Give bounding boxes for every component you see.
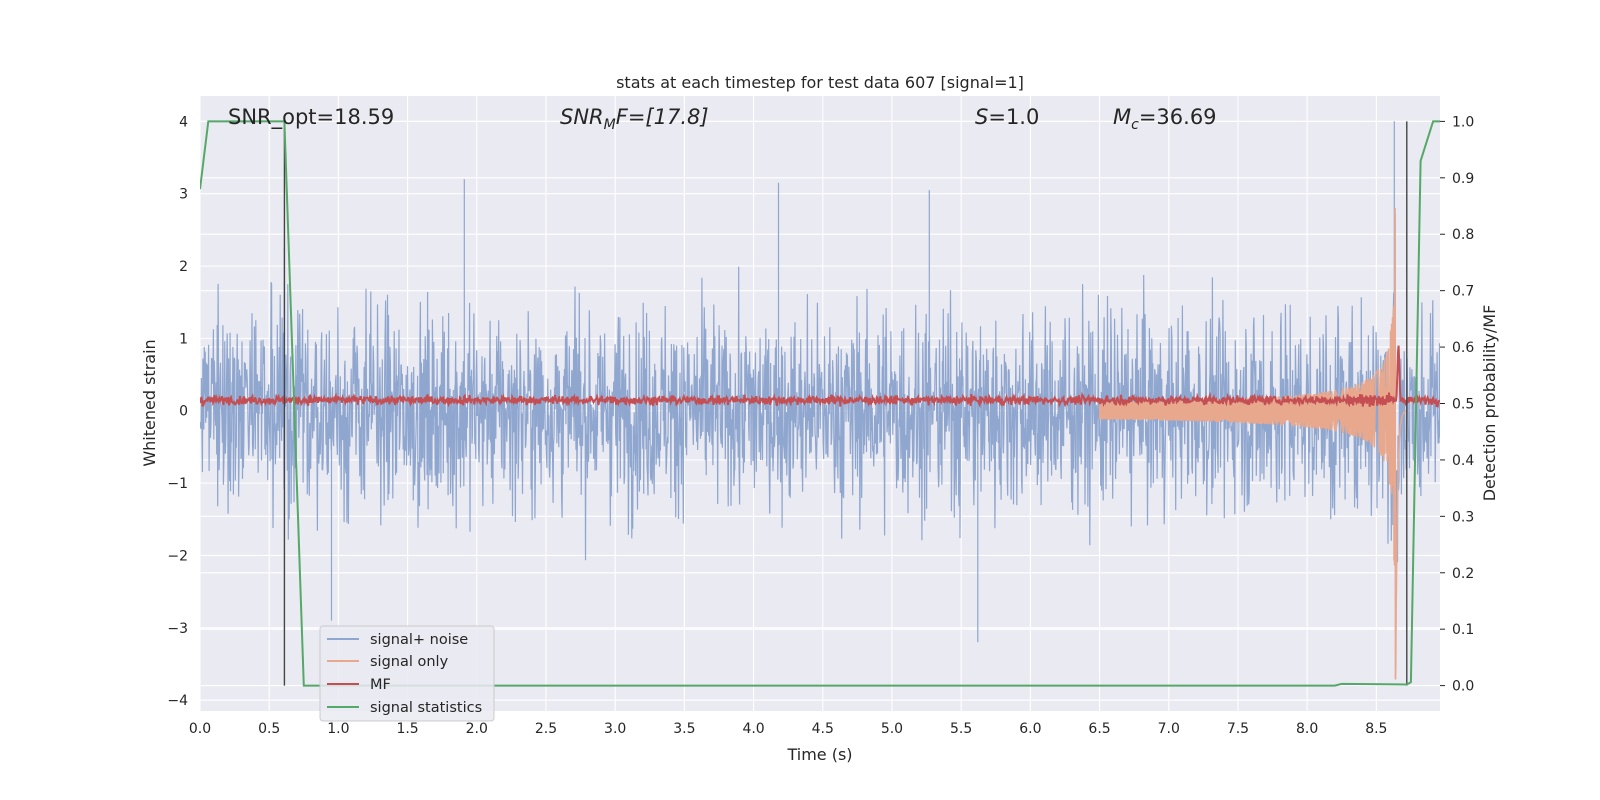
signal-only-line <box>1098 207 1407 680</box>
right-y-tick-label: 0.6 <box>1452 340 1474 356</box>
annotation-mc-tail: =36.69 <box>1139 105 1217 129</box>
left-y-axis-label: Whitened strain <box>140 339 159 466</box>
x-tick-label: 7.5 <box>1227 721 1249 737</box>
annotation-snr-mf-sub: M <box>604 117 616 133</box>
x-tick-label: 4.5 <box>812 721 834 737</box>
legend-label-signal-only: signal only <box>370 654 449 670</box>
left-y-tick-label: 0 <box>179 404 188 420</box>
x-tick-label: 4.0 <box>742 721 764 737</box>
x-tick-label: 6.5 <box>1088 721 1110 737</box>
x-tick-label: 6.0 <box>1019 721 1041 737</box>
x-axis-label: Time (s) <box>786 745 852 764</box>
x-tick-label: 8.5 <box>1365 721 1387 737</box>
legend-label-signal-plus-noise: signal+ noise <box>370 632 468 648</box>
right-y-tick-label: 0.3 <box>1452 509 1474 525</box>
left-y-tick-label: 4 <box>179 114 188 130</box>
vertical-markers <box>283 121 1408 686</box>
left-y-tick-labels: 4 3 2 1 0 −1 −2 −3 −4 <box>167 114 188 709</box>
legend-frame <box>319 625 495 722</box>
legend-label-mf: MF <box>370 677 391 693</box>
annotation-snr-mf-head: SNR <box>560 105 604 129</box>
right-y-axis-label: Detection probability/MF <box>1480 305 1499 502</box>
chart-title: stats at each timestep for test data 607… <box>616 73 1024 92</box>
x-tick-labels: 0.0 0.5 1.0 1.5 2.0 2.5 3.0 3.5 4.0 4.5 5.0 5.5 6.0 6… <box>189 721 1388 737</box>
x-tick-label: 0.0 <box>189 721 211 737</box>
x-tick-label: 1.0 <box>327 721 349 737</box>
annotation-snr-opt: SNR_opt=18.59 <box>228 105 394 130</box>
left-y-tick-label: 2 <box>179 259 188 275</box>
right-y-tick-labels: 1.0 0.9 0.8 0.7 0.6 0.5 0.4 0.3 0.2 0.1 0.0 <box>1440 114 1474 695</box>
left-y-tick-label: −2 <box>167 548 188 564</box>
right-y-tick-label: 0.5 <box>1452 397 1474 413</box>
x-tick-label: 3.5 <box>673 721 695 737</box>
x-tick-label: 3.0 <box>604 721 626 737</box>
right-y-tick-label: 0.0 <box>1452 679 1474 695</box>
annotation-s-head: S <box>975 105 988 129</box>
right-y-tick-label: 0.8 <box>1452 227 1474 243</box>
series-mf <box>200 345 1440 409</box>
right-y-tick-label: 0.9 <box>1452 171 1474 187</box>
left-y-tick-label: −4 <box>167 693 188 709</box>
right-y-tick-label: 0.7 <box>1452 284 1474 300</box>
x-tick-label: 1.5 <box>396 721 418 737</box>
legend: signal+ noise signal only MF signal stat… <box>319 625 495 722</box>
annotation-mc-sub: c <box>1131 117 1139 133</box>
mf-line <box>200 345 1440 409</box>
annotation-snr-mf-tail: F=[17.8] <box>616 105 709 129</box>
left-y-tick-label: −3 <box>167 621 188 637</box>
series-signal-statistics <box>200 120 1440 687</box>
annotation-snr-mf: SNRMF=[17.8] <box>560 105 709 133</box>
x-tick-label: 2.5 <box>535 721 557 737</box>
right-y-tick-label: 0.4 <box>1452 453 1474 469</box>
x-tick-label: 0.5 <box>258 721 280 737</box>
right-y-tick-label: 0.1 <box>1452 622 1474 638</box>
left-y-tick-label: 3 <box>179 187 188 203</box>
annotation-s-tail: =1.0 <box>988 105 1039 129</box>
legend-label-signal-statistics: signal statistics <box>370 700 482 716</box>
left-y-tick-label: 1 <box>179 331 188 347</box>
x-tick-label: 5.5 <box>950 721 972 737</box>
x-tick-label: 2.0 <box>466 721 488 737</box>
signal-statistics-line <box>200 120 1440 687</box>
x-tick-label: 8.0 <box>1296 721 1318 737</box>
right-y-tick-label: 0.2 <box>1452 566 1474 582</box>
x-tick-label: 7.0 <box>1158 721 1180 737</box>
annotation-mc: Mc=36.69 <box>1113 105 1217 133</box>
annotation-mc-head: M <box>1113 105 1131 129</box>
left-y-tick-label: −1 <box>167 476 188 492</box>
right-y-tick-label: 1.0 <box>1452 114 1474 130</box>
series-signal-only <box>1098 207 1407 680</box>
annotation-s: S=1.0 <box>975 105 1039 129</box>
x-tick-label: 5.0 <box>881 721 903 737</box>
